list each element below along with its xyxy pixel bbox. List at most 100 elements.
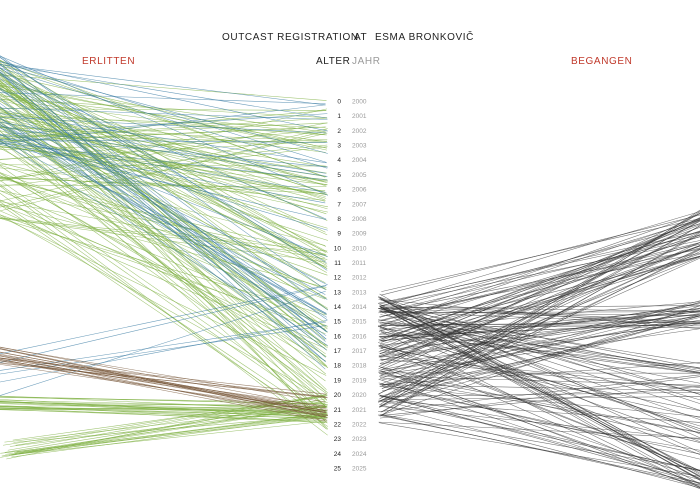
year-tick-2000: 2000 bbox=[352, 99, 367, 106]
right-line-gray bbox=[381, 391, 700, 397]
left-line-blue bbox=[0, 78, 326, 342]
right-line-gray bbox=[381, 370, 700, 479]
year-tick-2012: 2012 bbox=[352, 275, 367, 282]
left-line-blue bbox=[0, 75, 327, 220]
right-line-gray bbox=[381, 371, 700, 485]
right-line-gray bbox=[380, 322, 700, 338]
year-tick-2017: 2017 bbox=[352, 348, 367, 355]
right-line-gray bbox=[378, 345, 700, 418]
year-tick-2003: 2003 bbox=[352, 143, 367, 150]
right-line-gray bbox=[378, 245, 700, 380]
left-line-green bbox=[0, 106, 326, 422]
right-line-gray bbox=[380, 307, 700, 401]
left-line-green bbox=[0, 108, 328, 181]
left-line-blue bbox=[0, 113, 328, 136]
left-line-green bbox=[0, 204, 329, 427]
right-line-gray bbox=[380, 214, 700, 296]
left-line-blue bbox=[0, 320, 328, 383]
left-line-blue bbox=[0, 71, 327, 340]
left-line-green bbox=[0, 119, 326, 202]
left-line-green bbox=[0, 398, 326, 458]
left-line-green bbox=[8, 420, 326, 456]
left-line-green bbox=[0, 81, 327, 390]
right-line-gray bbox=[379, 404, 700, 489]
left-line-green bbox=[0, 216, 327, 376]
right-line-gray bbox=[380, 308, 700, 420]
year-tick-2016: 2016 bbox=[352, 333, 367, 340]
age-tick-3: 3 bbox=[337, 143, 341, 150]
left-line-blue bbox=[0, 118, 328, 333]
year-tick-2024: 2024 bbox=[352, 451, 367, 458]
right-line-gray bbox=[381, 306, 700, 312]
right-line-gray bbox=[378, 299, 700, 329]
left-line-green bbox=[0, 59, 326, 253]
left-line-green bbox=[0, 86, 327, 194]
year-tick-2023: 2023 bbox=[352, 436, 367, 443]
left-line-blue bbox=[0, 113, 327, 164]
age-tick-6: 6 bbox=[337, 187, 341, 194]
right-line-gray bbox=[380, 255, 700, 345]
right-line-gray bbox=[378, 355, 700, 388]
left-line-brown bbox=[0, 357, 328, 398]
left-line-blue bbox=[0, 124, 328, 286]
left-line-green bbox=[0, 406, 326, 420]
right-line-gray bbox=[379, 413, 700, 471]
age-axis-label: ALTER bbox=[316, 56, 351, 67]
left-line-green bbox=[0, 73, 327, 149]
age-tick-10: 10 bbox=[334, 245, 342, 252]
year-tick-2011: 2011 bbox=[352, 260, 366, 267]
left-line-green bbox=[0, 130, 328, 229]
left-line-green bbox=[0, 93, 326, 193]
right-line-gray bbox=[379, 310, 700, 472]
right-line-gray bbox=[379, 311, 700, 325]
left-line-blue bbox=[0, 140, 327, 193]
right-line-gray bbox=[380, 377, 700, 434]
year-tick-2007: 2007 bbox=[352, 201, 367, 208]
age-tick-9: 9 bbox=[337, 231, 341, 238]
left-line-blue bbox=[0, 142, 326, 204]
year-tick-2002: 2002 bbox=[352, 128, 367, 135]
left-line-blue bbox=[0, 133, 328, 300]
age-tick-5: 5 bbox=[337, 172, 341, 179]
right-line-gray bbox=[379, 245, 700, 364]
left-heading-erlitten: ERLITTEN bbox=[82, 56, 136, 67]
left-line-brown bbox=[0, 347, 326, 403]
left-line-green bbox=[0, 395, 328, 411]
right-line-gray bbox=[380, 257, 700, 401]
right-line-gray bbox=[380, 211, 700, 405]
year-tick-2018: 2018 bbox=[352, 363, 367, 370]
title-at: AT bbox=[354, 32, 368, 43]
right-line-gray bbox=[378, 297, 700, 480]
right-line-gray bbox=[380, 400, 700, 471]
left-line-green bbox=[0, 84, 328, 149]
right-line-gray bbox=[380, 311, 700, 364]
right-line-gray bbox=[379, 422, 700, 477]
age-tick-21: 21 bbox=[334, 407, 342, 414]
year-tick-2006: 2006 bbox=[352, 187, 367, 194]
year-tick-2001: 2001 bbox=[352, 113, 367, 120]
person-name: ESMA BRONKOVIČ bbox=[375, 32, 474, 43]
right-line-gray bbox=[379, 298, 700, 435]
left-line-blue bbox=[0, 64, 328, 119]
left-line-green bbox=[0, 130, 327, 399]
left-line-green bbox=[0, 88, 326, 262]
year-tick-2015: 2015 bbox=[352, 319, 367, 326]
left-line-green bbox=[0, 114, 327, 392]
year-tick-2022: 2022 bbox=[352, 421, 367, 428]
right-line-gray bbox=[380, 330, 700, 427]
year-tick-2004: 2004 bbox=[352, 157, 367, 164]
left-line-green bbox=[0, 139, 327, 407]
right-line-gray bbox=[379, 346, 700, 412]
left-line-green bbox=[0, 100, 327, 269]
right-line-gray bbox=[378, 421, 700, 439]
left-line-green bbox=[0, 176, 326, 194]
right-line-gray bbox=[379, 315, 700, 407]
left-line-green bbox=[0, 121, 328, 368]
right-line-gray bbox=[379, 232, 700, 417]
left-line-green bbox=[0, 401, 328, 416]
left-line-blue bbox=[0, 117, 327, 315]
right-lines-group bbox=[377, 209, 700, 489]
left-line-brown bbox=[0, 355, 326, 411]
left-line-green bbox=[0, 185, 328, 436]
